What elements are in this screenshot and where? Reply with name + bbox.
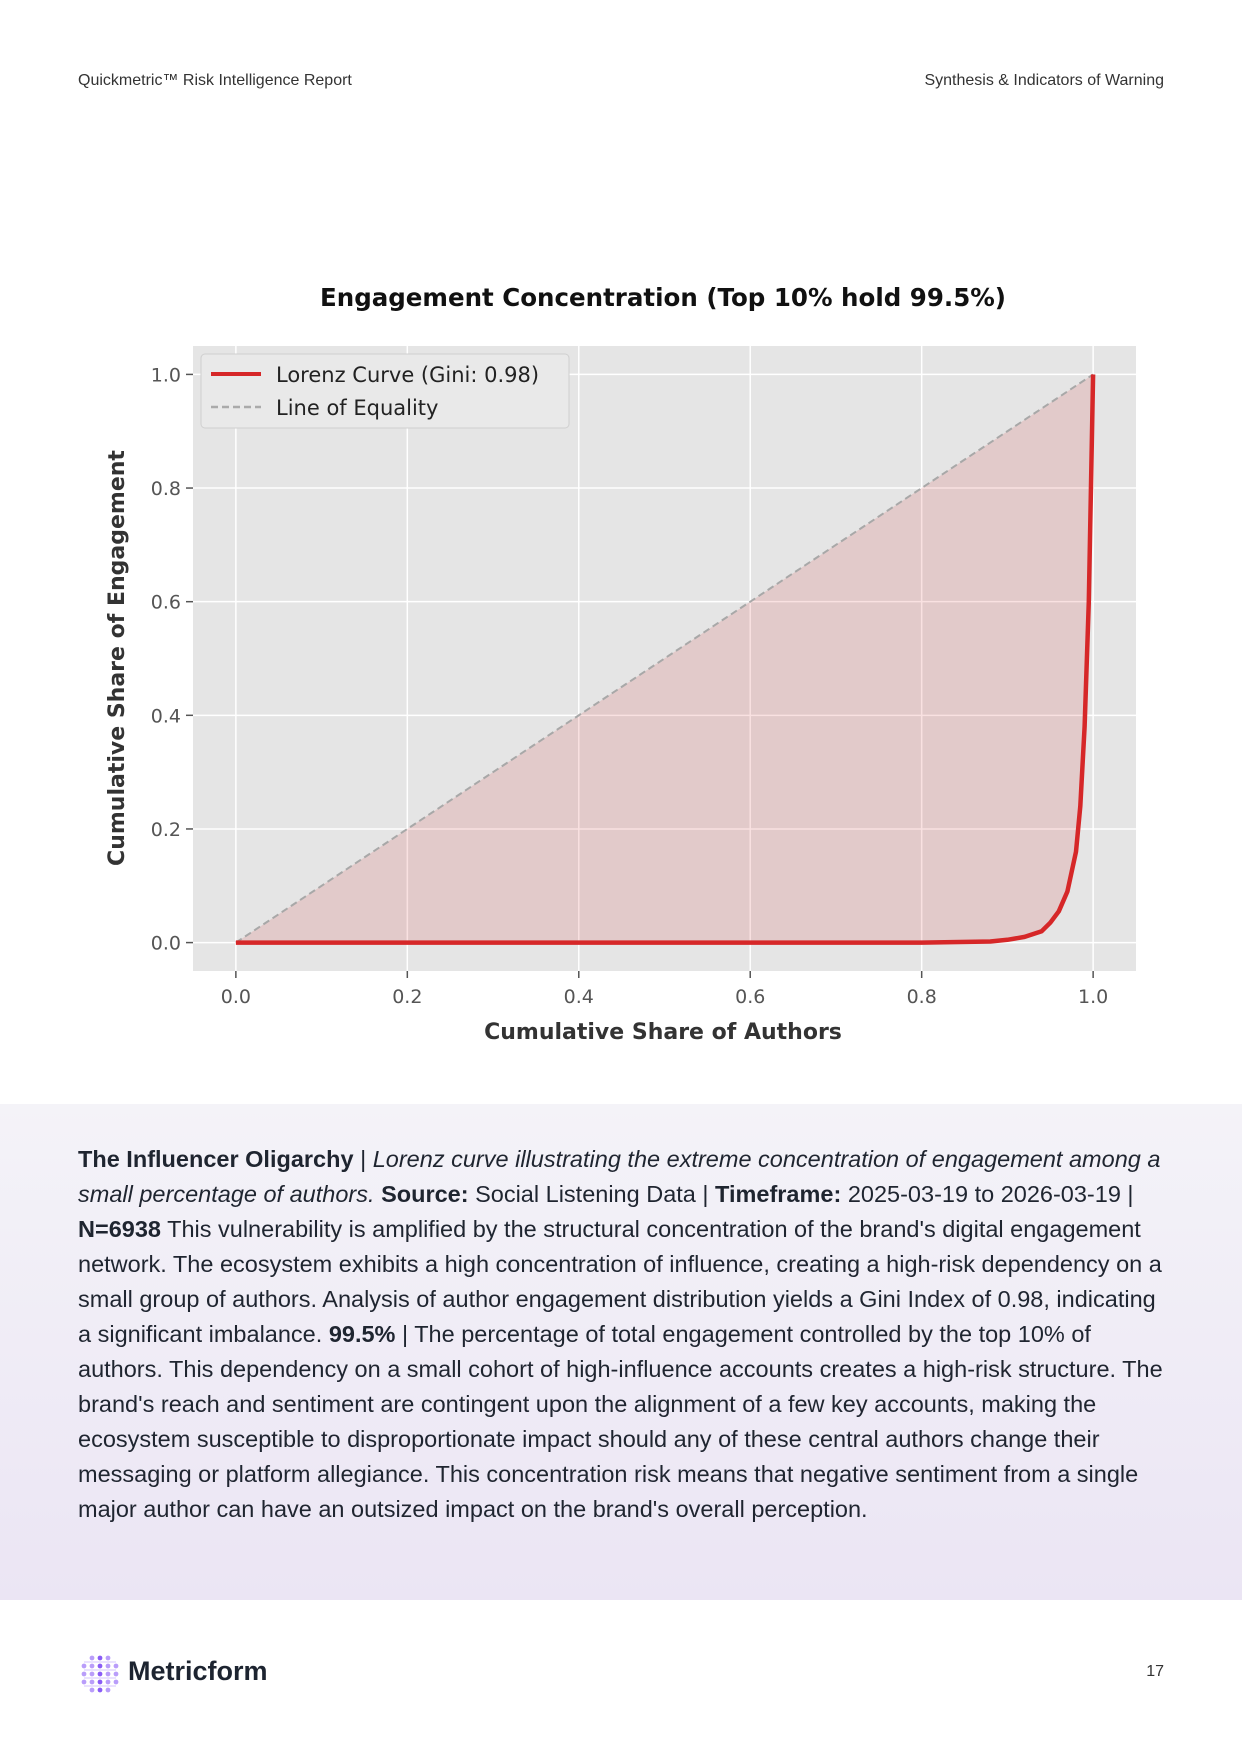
timeframe-label: Timeframe: — [715, 1181, 842, 1207]
logo-dot — [89, 1671, 95, 1677]
legend-box — [200, 353, 570, 429]
y-tick-label: 0.6 — [151, 592, 181, 614]
page-header: Quickmetric™ Risk Intelligence Report Sy… — [78, 72, 1164, 94]
section-title: Synthesis & Indicators of Warning — [924, 72, 1164, 89]
chart-title: Engagement Concentration (Top 10% hold 9… — [320, 283, 1006, 312]
x-tick-label: 0.6 — [735, 986, 765, 1008]
caption-description: Lorenz curve illustrating the extreme co… — [78, 1146, 1161, 1207]
logo-dot — [105, 1663, 111, 1669]
logo-dot — [81, 1663, 87, 1669]
caption-heading: The Influencer Oligarchy — [78, 1146, 354, 1172]
logo-dot — [113, 1679, 119, 1685]
caption-panel: The Influencer Oligarchy | Lorenz curve … — [0, 1104, 1242, 1600]
logo-dot — [105, 1671, 111, 1677]
logo-dot — [105, 1687, 111, 1693]
lorenz-curve-line — [235, 374, 1096, 945]
x-tick-label: 1.0 — [1078, 986, 1108, 1008]
y-tick-label: 0.0 — [151, 933, 181, 955]
y-tick-label: 1.0 — [151, 364, 181, 386]
logo-dot — [97, 1655, 103, 1661]
logo-dot — [89, 1663, 95, 1669]
y-tick-label: 0.2 — [151, 819, 181, 841]
logo-dot — [97, 1687, 103, 1693]
logo-dot — [81, 1679, 87, 1685]
page-number: 17 — [1146, 1663, 1164, 1680]
timeframe-value: 2025-03-19 to 2026-03-19 | — [841, 1181, 1134, 1207]
logo-dot — [97, 1663, 103, 1669]
brand-name: Metricform — [128, 1656, 268, 1686]
logo-dot — [89, 1679, 95, 1685]
caption-body-1: This vulnerability is amplified by the s… — [78, 1216, 1162, 1347]
y-axis-label: Cumulative Share of Engagement — [105, 450, 130, 866]
caption-body-2: | The percentage of total engagement con… — [78, 1321, 1163, 1522]
key-stat: 99.5% — [328, 1321, 396, 1347]
source-value: Social Listening Data | — [468, 1181, 716, 1207]
source-label: Source: — [381, 1181, 469, 1207]
legend-equality-label: Line of Equality — [276, 396, 438, 420]
figure-caption: The Influencer Oligarchy | Lorenz curve … — [78, 1142, 1168, 1527]
logo-dot — [81, 1671, 87, 1677]
x-axis-label: Cumulative Share of Authors — [484, 1020, 842, 1045]
x-tick-label: 0.0 — [221, 986, 251, 1008]
caption-separator: | — [353, 1146, 373, 1172]
equality-line — [235, 373, 1094, 944]
x-tick-label: 0.2 — [392, 986, 422, 1008]
logo-dot — [89, 1655, 95, 1661]
sample-size: N=6938 — [78, 1216, 161, 1242]
logo-dot — [89, 1687, 95, 1693]
logo-dot — [113, 1663, 119, 1669]
y-tick-label: 0.4 — [151, 705, 181, 727]
logo-dot — [105, 1679, 111, 1685]
logo-dot — [97, 1671, 103, 1677]
logo-dot — [113, 1671, 119, 1677]
network-logo-icon — [81, 1655, 119, 1693]
y-tick-label: 0.8 — [151, 478, 181, 500]
x-tick-label: 0.4 — [564, 986, 594, 1008]
lorenz-chart: Engagement Concentration (Top 10% hold 9… — [105, 283, 1136, 1045]
legend-lorenz-label: Lorenz Curve (Gini: 0.98) — [276, 363, 539, 387]
report-title: Quickmetric™ Risk Intelligence Report — [78, 72, 352, 89]
logo-dot — [105, 1655, 111, 1661]
logo-dot — [97, 1679, 103, 1685]
x-tick-label: 0.8 — [907, 986, 937, 1008]
chart-legend: Lorenz Curve (Gini: 0.98) Line of Equali… — [200, 353, 570, 429]
